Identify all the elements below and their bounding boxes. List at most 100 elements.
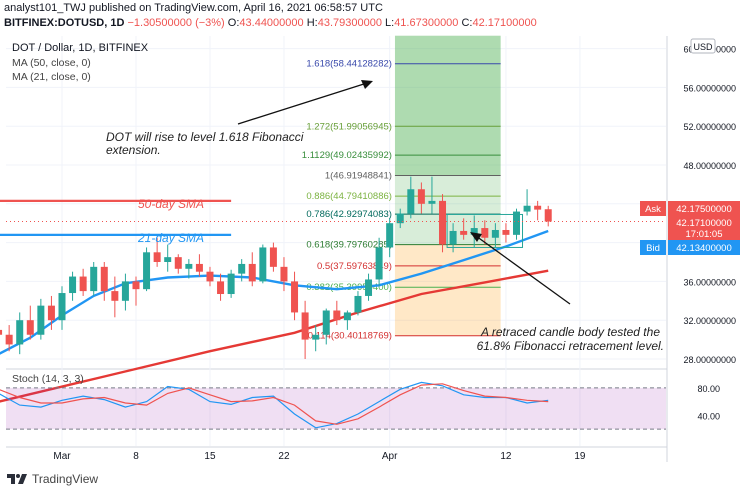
- candle-body: [523, 205, 531, 212]
- candle-body: [153, 252, 161, 262]
- candle-body: [439, 200, 447, 245]
- ask-tag: [640, 201, 666, 216]
- ask-price: 42.17500000: [676, 204, 731, 215]
- time-tick-label: Apr: [382, 451, 398, 462]
- candle-body: [248, 263, 256, 282]
- candle-body: [47, 305, 55, 321]
- time-tick-label: 8: [133, 451, 139, 462]
- close-value: 42.17100000: [472, 17, 537, 29]
- price-tick-label: 36.00000000: [683, 277, 736, 287]
- stoch-band-fill: [6, 387, 666, 430]
- candle-body: [428, 200, 436, 204]
- candle-body: [322, 310, 330, 335]
- candle-body: [111, 291, 119, 301]
- price-tick-label: 28.00000000: [683, 355, 736, 365]
- candle-body: [217, 281, 225, 295]
- stoch-k-line: [0, 381, 549, 429]
- arrow-rise: [237, 82, 368, 125]
- candle-body: [90, 266, 98, 292]
- legend-ma21: MA (21, close, 0): [12, 71, 91, 83]
- candle-body: [312, 334, 320, 340]
- candle-body: [491, 229, 499, 238]
- open-label: O:: [227, 17, 240, 29]
- annotation-rise-text: DOT will rise to level 1.618 Fibonacci: [106, 130, 304, 144]
- candle-body: [481, 228, 489, 238]
- bid-tag-label: Bid: [646, 243, 660, 254]
- annotation-rise-text: extension.: [106, 143, 161, 157]
- fib-level-label: 0.786(42.92974083): [306, 209, 392, 220]
- ohlc-bar: BITFINEX:DOTUSD, 1D −1.30500000 (−3%) O:…: [4, 17, 537, 29]
- time-tick-label: 12: [500, 451, 512, 462]
- high-label: H:: [306, 17, 318, 29]
- candle-body: [343, 312, 351, 321]
- ask-tag-label: Ask: [645, 204, 661, 215]
- candle-body: [69, 276, 77, 294]
- candle-body: [513, 211, 521, 235]
- annotation-retrace-text: 61.8% Fibonacci retracement level.: [477, 339, 664, 353]
- low-value: 41.67300000: [394, 17, 459, 29]
- last-price-box: [668, 216, 740, 240]
- candle-body: [5, 334, 13, 345]
- fib-level-label: 0.5(37.59763849): [317, 261, 392, 272]
- candle-body: [164, 257, 172, 262]
- candle-body: [26, 320, 34, 335]
- stoch-tick-label: 40.00: [697, 411, 720, 421]
- bid-price-box: [668, 240, 740, 255]
- legend-title: DOT / Dollar, 1D, BITFINEX: [12, 42, 149, 54]
- candle-body: [449, 230, 457, 245]
- candle-body: [460, 230, 468, 235]
- candle-body: [195, 263, 203, 272]
- stoch-d-line: [0, 383, 549, 425]
- stoch-tick-label: 80.00: [697, 384, 720, 394]
- time-tick-label: 19: [574, 451, 586, 462]
- candle-body: [333, 310, 341, 321]
- candle-body: [174, 257, 182, 269]
- tradingview-footer[interactable]: TradingView: [6, 472, 98, 486]
- candle-body: [280, 266, 288, 282]
- change-value: −1.30500000 (−3%): [127, 17, 225, 29]
- candle-body: [37, 305, 45, 335]
- bid-price: 42.13400000: [676, 243, 731, 254]
- candle-body: [132, 281, 140, 290]
- fib-level-label: 0.618(39.79760285): [306, 240, 392, 251]
- candle-body: [407, 189, 415, 214]
- fib-level-label: 0.886(44.79410886): [306, 191, 392, 202]
- candle-countdown: 17:01:05: [686, 229, 723, 240]
- candle-body: [534, 205, 542, 210]
- candle-body: [79, 276, 87, 292]
- fib-extension-zone: [394, 35, 501, 176]
- tradingview-brand: TradingView: [32, 472, 99, 486]
- annotation-sma21: 21-day SMA: [137, 231, 204, 245]
- open-value: 43.44000000: [239, 17, 304, 29]
- price-tick-label: 52.00000000: [683, 122, 736, 132]
- candle-body: [386, 223, 394, 248]
- candle-body: [354, 295, 362, 313]
- candle-body: [121, 281, 129, 301]
- candle-body: [375, 247, 383, 280]
- candle-body: [206, 271, 214, 282]
- currency-badge: [690, 38, 716, 54]
- time-tick-label: Mar: [53, 451, 71, 462]
- candle-body: [396, 213, 404, 224]
- candle-body: [185, 263, 193, 269]
- last-price: 42.17100000: [676, 218, 731, 229]
- time-tick-label: 15: [204, 451, 216, 462]
- price-tick-label: 56.00000000: [683, 83, 736, 93]
- arrow-retrace: [475, 235, 571, 305]
- fib-level-label: 1.618(58.44128282): [306, 59, 392, 70]
- legend-ma50: MA (50, close, 0): [12, 57, 91, 69]
- candle-body: [301, 312, 309, 340]
- candle-body: [365, 279, 373, 296]
- candle-body: [417, 189, 425, 204]
- candle-body: [143, 252, 151, 290]
- close-label: C:: [461, 17, 473, 29]
- tradingview-logo-icon: [7, 474, 27, 484]
- bid-tag: [640, 240, 666, 255]
- candle-body: [470, 228, 478, 235]
- candle-body: [502, 229, 510, 235]
- retracement-box: [446, 213, 524, 248]
- candle-body: [291, 281, 299, 313]
- low-label: L:: [385, 17, 395, 29]
